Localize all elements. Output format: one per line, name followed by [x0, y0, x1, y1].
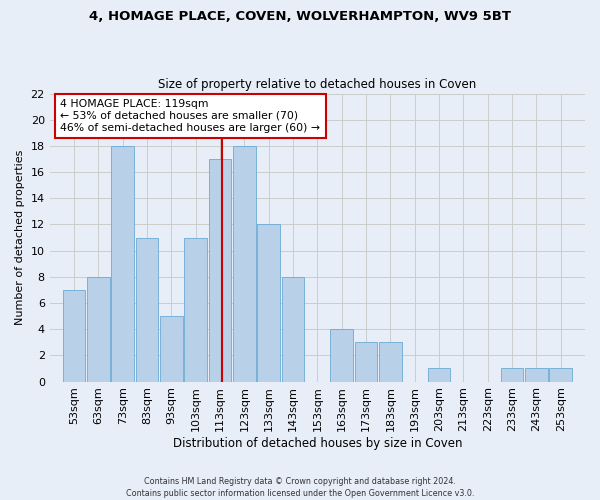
Bar [501, 368, 523, 382]
Bar [160, 316, 182, 382]
Title: Size of property relative to detached houses in Coven: Size of property relative to detached ho… [158, 78, 476, 91]
Bar [112, 146, 134, 382]
Bar [331, 329, 353, 382]
Bar [282, 277, 304, 382]
Text: 4 HOMAGE PLACE: 119sqm
← 53% of detached houses are smaller (70)
46% of semi-det: 4 HOMAGE PLACE: 119sqm ← 53% of detached… [61, 100, 320, 132]
Bar [87, 277, 110, 382]
Text: 4, HOMAGE PLACE, COVEN, WOLVERHAMPTON, WV9 5BT: 4, HOMAGE PLACE, COVEN, WOLVERHAMPTON, W… [89, 10, 511, 23]
Bar [428, 368, 450, 382]
Y-axis label: Number of detached properties: Number of detached properties [15, 150, 25, 326]
Bar [136, 238, 158, 382]
Bar [355, 342, 377, 382]
Bar [63, 290, 85, 382]
X-axis label: Distribution of detached houses by size in Coven: Distribution of detached houses by size … [173, 437, 462, 450]
Bar [525, 368, 548, 382]
Bar [209, 159, 231, 382]
Bar [257, 224, 280, 382]
Text: Contains HM Land Registry data © Crown copyright and database right 2024.
Contai: Contains HM Land Registry data © Crown c… [126, 476, 474, 498]
Bar [233, 146, 256, 382]
Bar [184, 238, 207, 382]
Bar [379, 342, 401, 382]
Bar [550, 368, 572, 382]
